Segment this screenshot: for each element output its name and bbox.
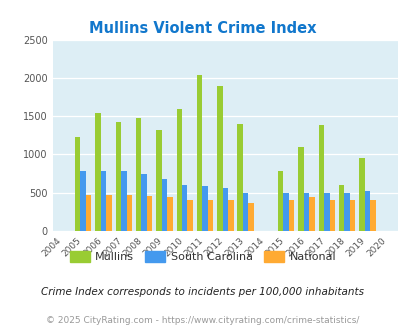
Bar [207, 200, 213, 231]
Bar [181, 185, 187, 231]
Bar [277, 171, 283, 231]
Bar [369, 200, 375, 231]
Bar [343, 193, 349, 231]
Text: Mullins Violent Crime Index: Mullins Violent Crime Index [89, 21, 316, 36]
Bar [248, 203, 253, 231]
Bar [318, 125, 323, 231]
Bar [237, 124, 242, 231]
Bar [338, 185, 343, 231]
Bar [86, 195, 91, 231]
Bar [126, 195, 132, 231]
Bar [106, 195, 111, 231]
Legend: Mullins, South Carolina, National: Mullins, South Carolina, National [65, 247, 340, 266]
Bar [156, 130, 161, 231]
Bar [136, 118, 141, 231]
Bar [283, 193, 288, 231]
Text: Crime Index corresponds to incidents per 100,000 inhabitants: Crime Index corresponds to incidents per… [41, 287, 364, 297]
Bar [228, 200, 233, 231]
Bar [288, 200, 294, 231]
Bar [187, 200, 192, 231]
Bar [147, 196, 152, 231]
Bar [75, 137, 80, 231]
Bar [167, 197, 172, 231]
Bar [303, 193, 309, 231]
Bar [121, 171, 126, 231]
Bar [100, 171, 106, 231]
Bar [202, 186, 207, 231]
Bar [217, 85, 222, 231]
Bar [364, 191, 369, 231]
Bar [141, 174, 147, 231]
Bar [323, 193, 329, 231]
Bar [176, 109, 181, 231]
Bar [196, 75, 202, 231]
Bar [95, 113, 100, 231]
Bar [80, 171, 86, 231]
Bar [329, 200, 334, 231]
Bar [115, 121, 121, 231]
Bar [309, 197, 314, 231]
Bar [298, 147, 303, 231]
Bar [358, 157, 364, 231]
Bar [222, 188, 228, 231]
Bar [161, 179, 167, 231]
Bar [349, 200, 354, 231]
Bar [242, 193, 248, 231]
Text: © 2025 CityRating.com - https://www.cityrating.com/crime-statistics/: © 2025 CityRating.com - https://www.city… [46, 315, 359, 325]
